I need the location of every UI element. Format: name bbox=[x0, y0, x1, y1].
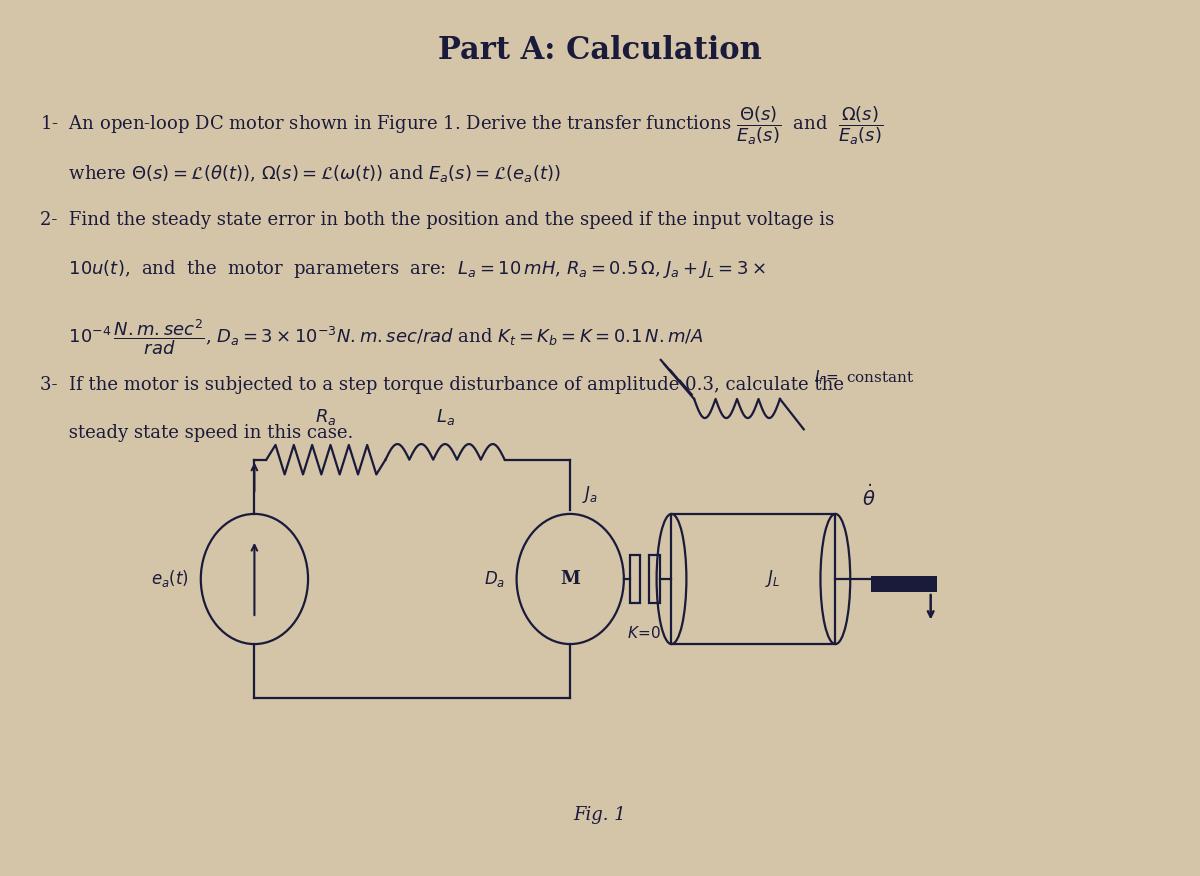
Text: $D_a$: $D_a$ bbox=[484, 569, 505, 589]
Text: M: M bbox=[560, 570, 581, 588]
Text: $I_f=$ constant: $I_f=$ constant bbox=[815, 368, 916, 386]
Text: $10^{-4}\,\dfrac{N.m.sec^2}{rad}$, $D_a = 3\times10^{-3}N.m.sec/rad$ and $K_t = : $10^{-4}\,\dfrac{N.m.sec^2}{rad}$, $D_a … bbox=[40, 317, 704, 357]
Text: $K\!=\!0$: $K\!=\!0$ bbox=[628, 625, 662, 640]
Text: 2-  Find the steady state error in both the position and the speed if the input : 2- Find the steady state error in both t… bbox=[40, 210, 834, 229]
Text: Part A: Calculation: Part A: Calculation bbox=[438, 34, 762, 66]
Text: steady state speed in this case.: steady state speed in this case. bbox=[40, 424, 353, 442]
Text: $J_a$: $J_a$ bbox=[582, 484, 598, 505]
Text: $J_L$: $J_L$ bbox=[766, 569, 780, 590]
Text: $e_a(t)$: $e_a(t)$ bbox=[151, 569, 188, 590]
Bar bbox=[871, 576, 937, 592]
Text: $10u(t)$,  and  the  motor  parameters  are:  $L_a = 10\,mH$, $R_a = 0.5\,\Omega: $10u(t)$, and the motor parameters are: … bbox=[40, 258, 766, 280]
Text: $\dot{\theta}$: $\dot{\theta}$ bbox=[862, 484, 876, 510]
Text: Fig. 1: Fig. 1 bbox=[574, 806, 626, 824]
Bar bbox=[649, 555, 660, 603]
Text: $L_a$: $L_a$ bbox=[436, 406, 455, 427]
Bar bbox=[672, 514, 835, 644]
Text: 1-  An open-loop DC motor shown in Figure 1. Derive the transfer functions $\dfr: 1- An open-loop DC motor shown in Figure… bbox=[40, 104, 883, 146]
Text: $R_a$: $R_a$ bbox=[316, 406, 337, 427]
Text: 3-  If the motor is subjected to a step torque disturbance of amplitude 0.3, cal: 3- If the motor is subjected to a step t… bbox=[40, 377, 844, 394]
Bar bbox=[630, 555, 641, 603]
Text: where $\Theta(s) = \mathcal{L}(\theta(t))$, $\Omega(s) = \mathcal{L}(\omega(t))$: where $\Theta(s) = \mathcal{L}(\theta(t)… bbox=[40, 163, 560, 184]
